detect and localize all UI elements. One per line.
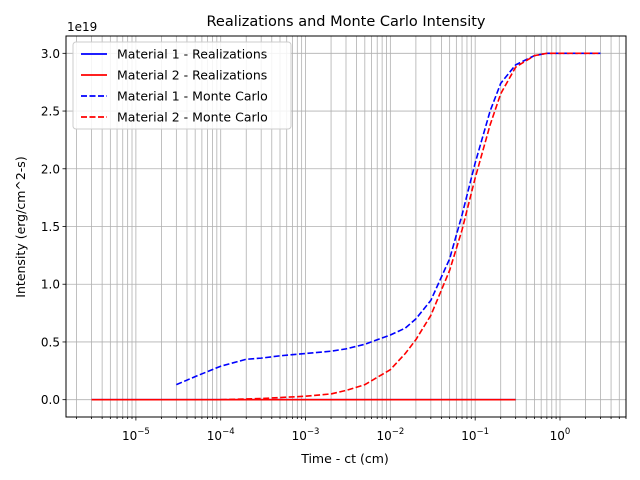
- plot-series: [91, 52, 601, 401]
- x-tick-label: 10−1: [461, 427, 489, 443]
- y-tick-label: 2.5: [41, 105, 60, 119]
- legend-label: Material 2 - Monte Carlo: [117, 110, 268, 125]
- y-tick-label: 1.5: [41, 220, 60, 234]
- x-tick-label: 10−2: [376, 427, 404, 443]
- x-axis-label: Time - ct (cm): [300, 451, 389, 466]
- y-tick-label: 1.0: [41, 278, 60, 292]
- series-line-3: [176, 52, 601, 386]
- y-tick-label: 2.0: [41, 162, 60, 176]
- y-axis-label: Intensity (erg/cm^2-s): [13, 156, 28, 297]
- legend-label: Material 2 - Realizations: [117, 68, 267, 83]
- axis-ticks: 0.0 0.5 1.0 1.5 2.0 2.5 3.0 10−5 10−4 10−3 10−2 10−…: [41, 47, 627, 443]
- chart-title: Realizations and Monte Carlo Intensity: [207, 14, 486, 30]
- series-line-4: [220, 52, 601, 401]
- x-tick-label: 10−3: [292, 427, 320, 443]
- y-tick-label: 0.5: [41, 335, 60, 349]
- legend-label: Material 1 - Realizations: [117, 47, 267, 62]
- legend: Material 1 - Realizations Material 2 - Re…: [72, 41, 292, 130]
- x-tick-label: 100: [550, 427, 571, 443]
- x-tick-label: 10−4: [207, 427, 235, 443]
- legend-label: Material 1 - Monte Carlo: [117, 89, 268, 104]
- x-tick-label: 10−5: [122, 427, 150, 443]
- y-tick-label: 3.0: [41, 47, 60, 61]
- y-axis-offset-label: 1e19: [67, 20, 97, 34]
- legend-box: [72, 41, 292, 130]
- y-tick-label: 0.0: [41, 393, 60, 407]
